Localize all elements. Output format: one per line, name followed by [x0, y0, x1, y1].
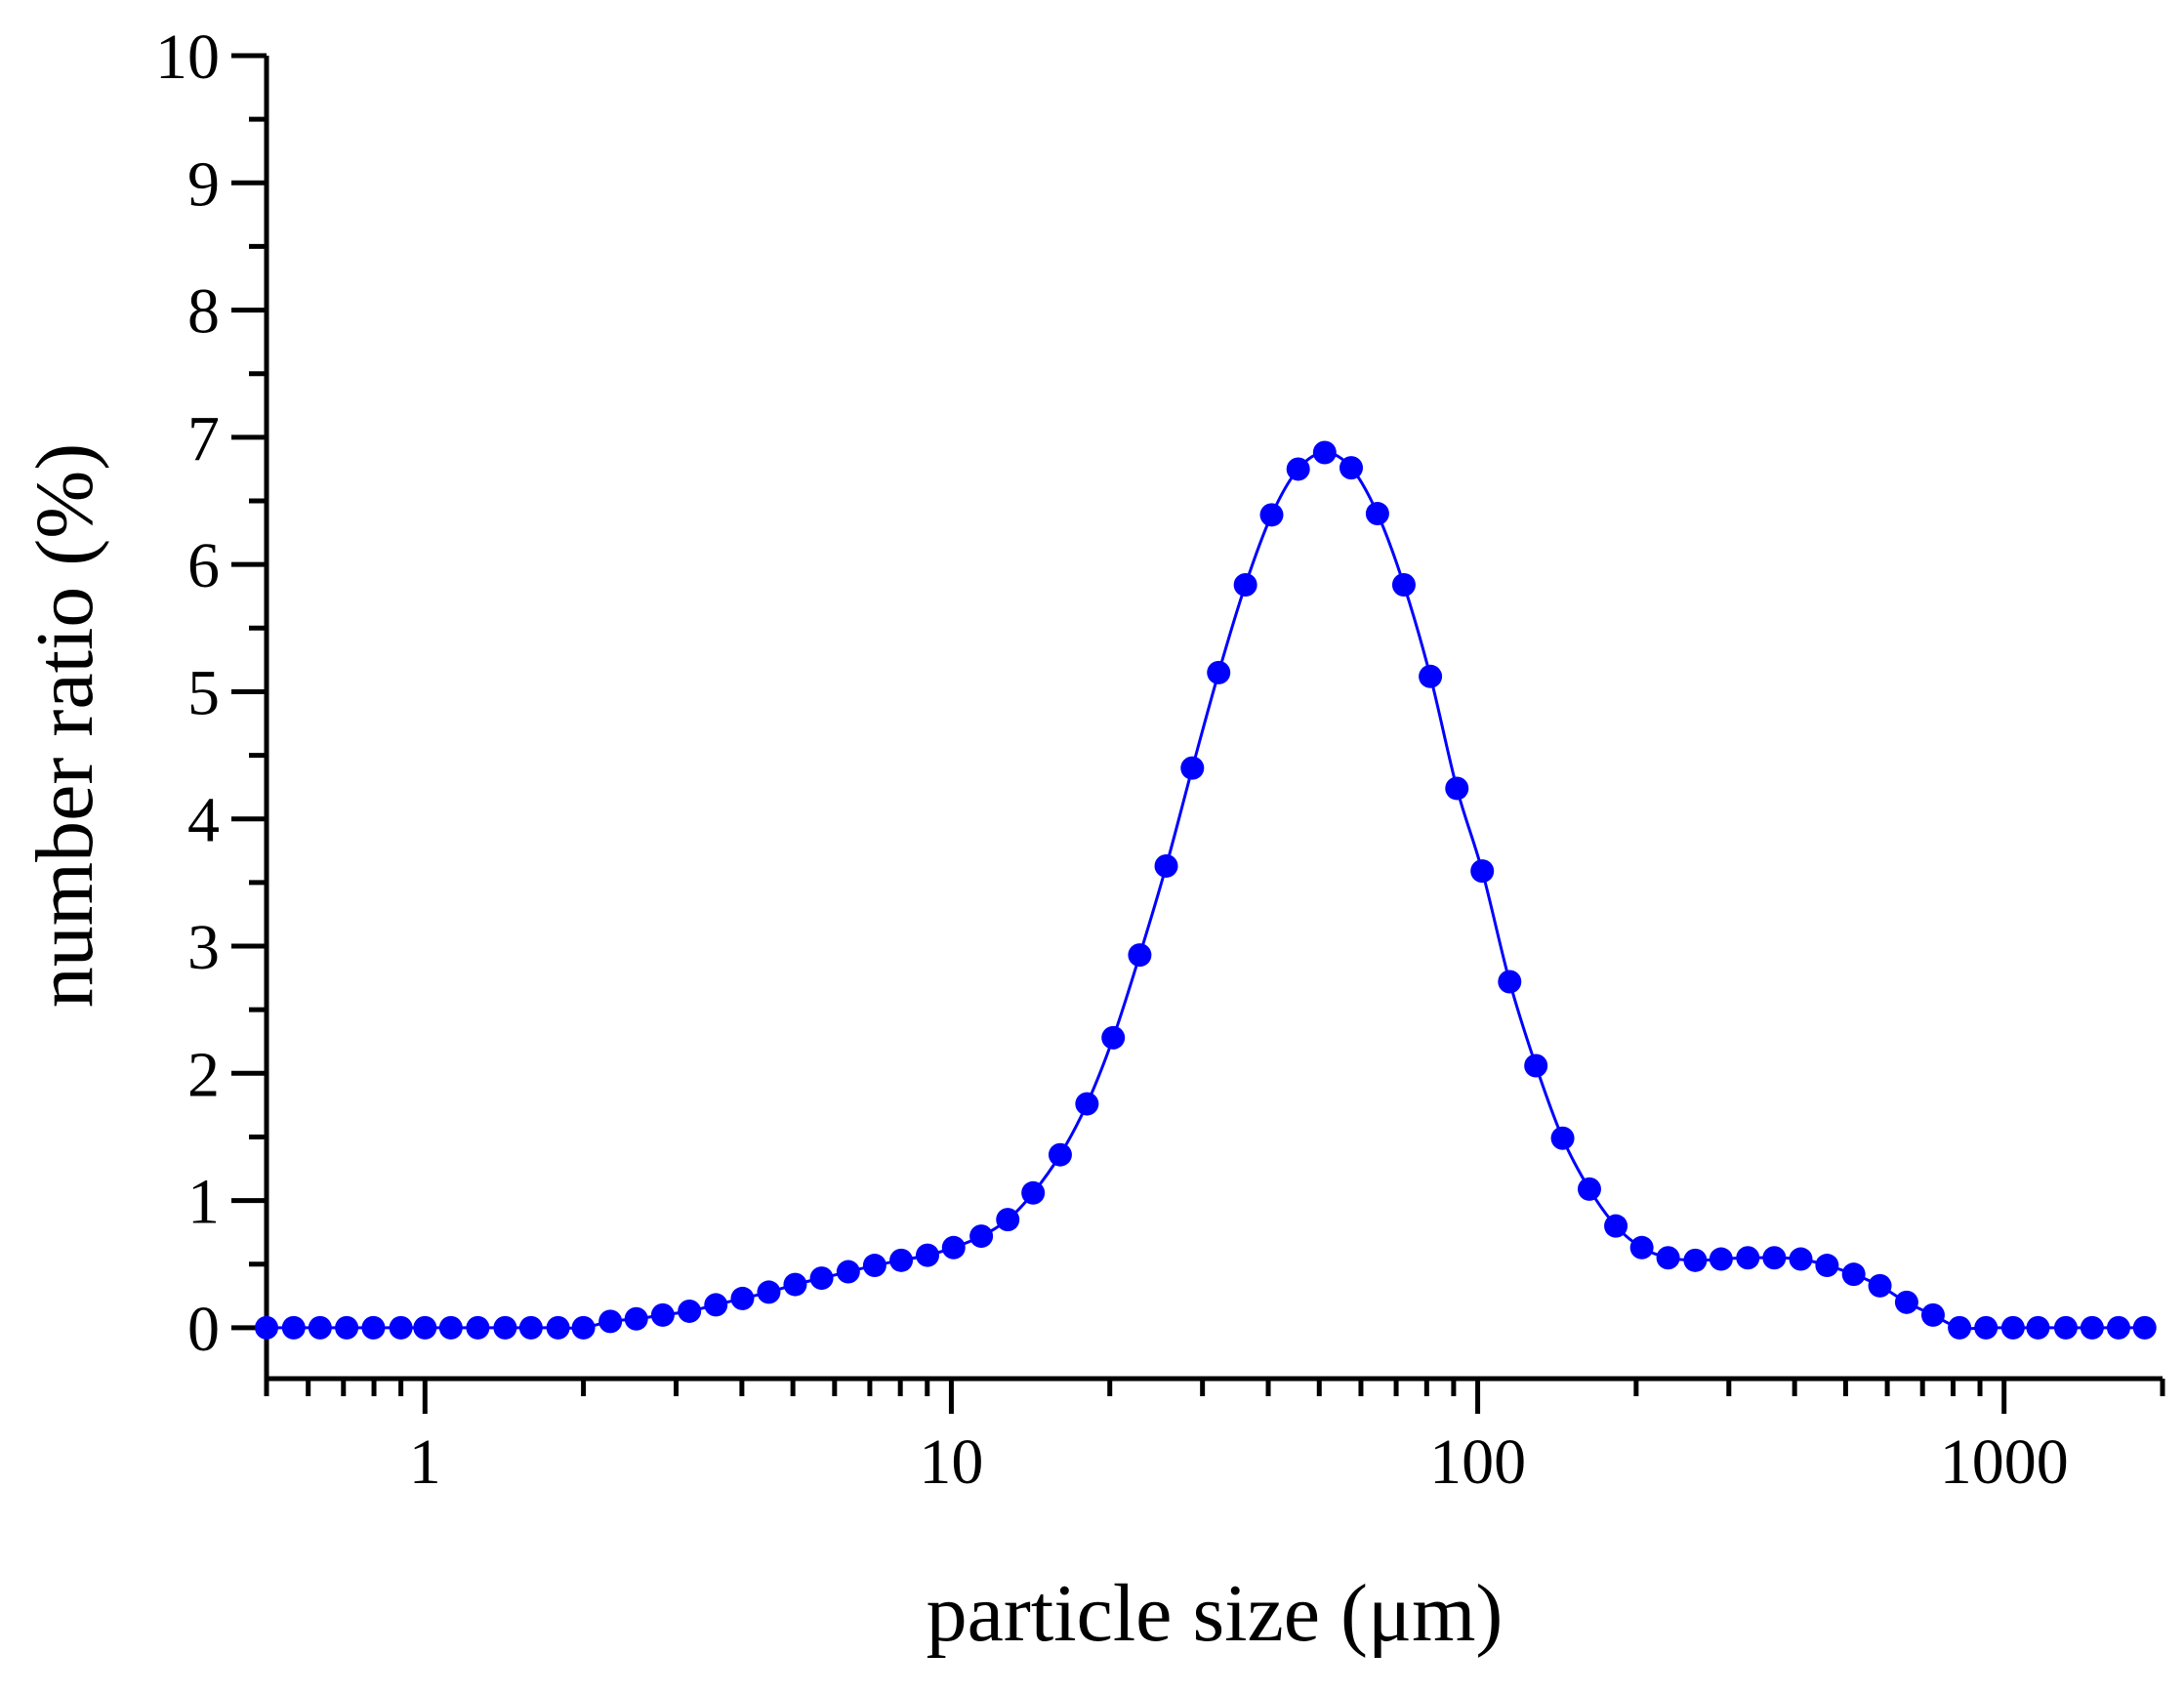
data-point	[1391, 573, 1416, 597]
y-tick-label: 9	[187, 148, 220, 220]
data-point	[1629, 1235, 1654, 1260]
data-point	[941, 1235, 966, 1260]
data-point	[466, 1315, 490, 1340]
data-point	[493, 1315, 517, 1340]
y-tick-label: 1	[187, 1167, 220, 1238]
y-tick-label: 8	[187, 276, 220, 348]
y-tick-label: 10	[155, 21, 220, 93]
data-point	[704, 1293, 728, 1317]
data-point	[1339, 456, 1363, 480]
axes: 0 1 2 3 4 5 6 7 8 9 10 1 10 100 1000	[155, 21, 2165, 1498]
data-point	[1683, 1248, 1708, 1272]
data-point	[361, 1315, 386, 1340]
data-point	[1550, 1126, 1575, 1150]
data-point	[1841, 1262, 1866, 1287]
data-point	[1286, 457, 1310, 481]
data-point	[1021, 1180, 1046, 1205]
data-point	[255, 1315, 278, 1340]
data-point	[1365, 502, 1389, 526]
data-point	[281, 1315, 306, 1340]
data-point	[2106, 1315, 2130, 1340]
y-tick-label: 2	[187, 1039, 220, 1110]
x-ticks: 1 10 100 1000	[264, 1379, 2165, 1498]
data-point	[889, 1248, 914, 1272]
data-point	[862, 1254, 886, 1278]
data-point	[650, 1302, 675, 1327]
data-point	[836, 1260, 860, 1284]
data-point	[438, 1315, 463, 1340]
data-point	[2026, 1315, 2050, 1340]
data-point	[783, 1272, 807, 1297]
data-point	[1445, 776, 1469, 801]
data-point	[1128, 943, 1152, 968]
data-point	[1419, 664, 1443, 688]
series-line	[267, 450, 2145, 1331]
data-point	[1075, 1092, 1099, 1116]
data-point	[571, 1315, 596, 1340]
data-point	[1154, 853, 1178, 878]
data-point	[546, 1315, 570, 1340]
data-point	[389, 1315, 413, 1340]
data-point	[1207, 660, 1231, 684]
y-tick-label: 3	[187, 912, 220, 983]
data-point	[1948, 1315, 1972, 1340]
data-point	[1524, 1054, 1548, 1078]
data-point	[2053, 1315, 2078, 1340]
data-point	[1180, 756, 1205, 780]
data-point	[1259, 503, 1284, 527]
data-point	[1868, 1273, 1892, 1298]
y-tick-label: 0	[187, 1294, 220, 1365]
data-point	[730, 1286, 755, 1310]
data-point	[1736, 1246, 1760, 1270]
data-point	[678, 1299, 702, 1323]
data-point	[1815, 1254, 1839, 1278]
data-point	[624, 1306, 648, 1331]
data-point	[1894, 1290, 1918, 1314]
data-point	[518, 1315, 543, 1340]
y-tick-label: 4	[187, 785, 220, 856]
data-point	[969, 1224, 994, 1249]
data-point	[1233, 573, 1257, 597]
data-point	[1974, 1315, 1999, 1340]
x-tick-label: 1000	[1940, 1426, 2069, 1498]
data-point	[1709, 1247, 1733, 1271]
data-point	[598, 1309, 623, 1334]
data-point	[1656, 1246, 1680, 1270]
data-point	[1101, 1025, 1126, 1050]
data-point	[1762, 1246, 1787, 1270]
data-point	[308, 1315, 332, 1340]
data-point	[1498, 970, 1522, 994]
x-tick-label: 1	[409, 1426, 441, 1498]
data-point	[413, 1315, 437, 1340]
x-tick-label: 10	[919, 1426, 983, 1498]
data-point	[1312, 440, 1337, 465]
y-ticks: 0 1 2 3 4 5 6 7 8 9 10	[155, 21, 267, 1365]
data-point	[2000, 1315, 2025, 1340]
data-point	[1470, 859, 1495, 884]
data-point	[1920, 1302, 1945, 1327]
data-point	[996, 1208, 1020, 1232]
data-point	[1577, 1177, 1601, 1201]
y-tick-label: 7	[187, 403, 220, 475]
y-tick-label: 6	[187, 530, 220, 601]
data-point	[916, 1243, 940, 1267]
data-point	[757, 1280, 781, 1304]
plot-area	[255, 440, 2157, 1340]
x-tick-label: 100	[1429, 1426, 1526, 1498]
data-point	[1604, 1214, 1628, 1238]
data-point	[1789, 1247, 1813, 1271]
x-axis-title: particle size (μm)	[927, 1568, 1504, 1659]
data-point	[2132, 1315, 2157, 1340]
data-point	[809, 1266, 834, 1291]
y-tick-label: 5	[187, 657, 220, 728]
y-axis-title: number ratio (%)	[20, 443, 110, 1008]
data-point	[1048, 1142, 1072, 1167]
data-point	[335, 1315, 359, 1340]
data-point	[2080, 1315, 2104, 1340]
